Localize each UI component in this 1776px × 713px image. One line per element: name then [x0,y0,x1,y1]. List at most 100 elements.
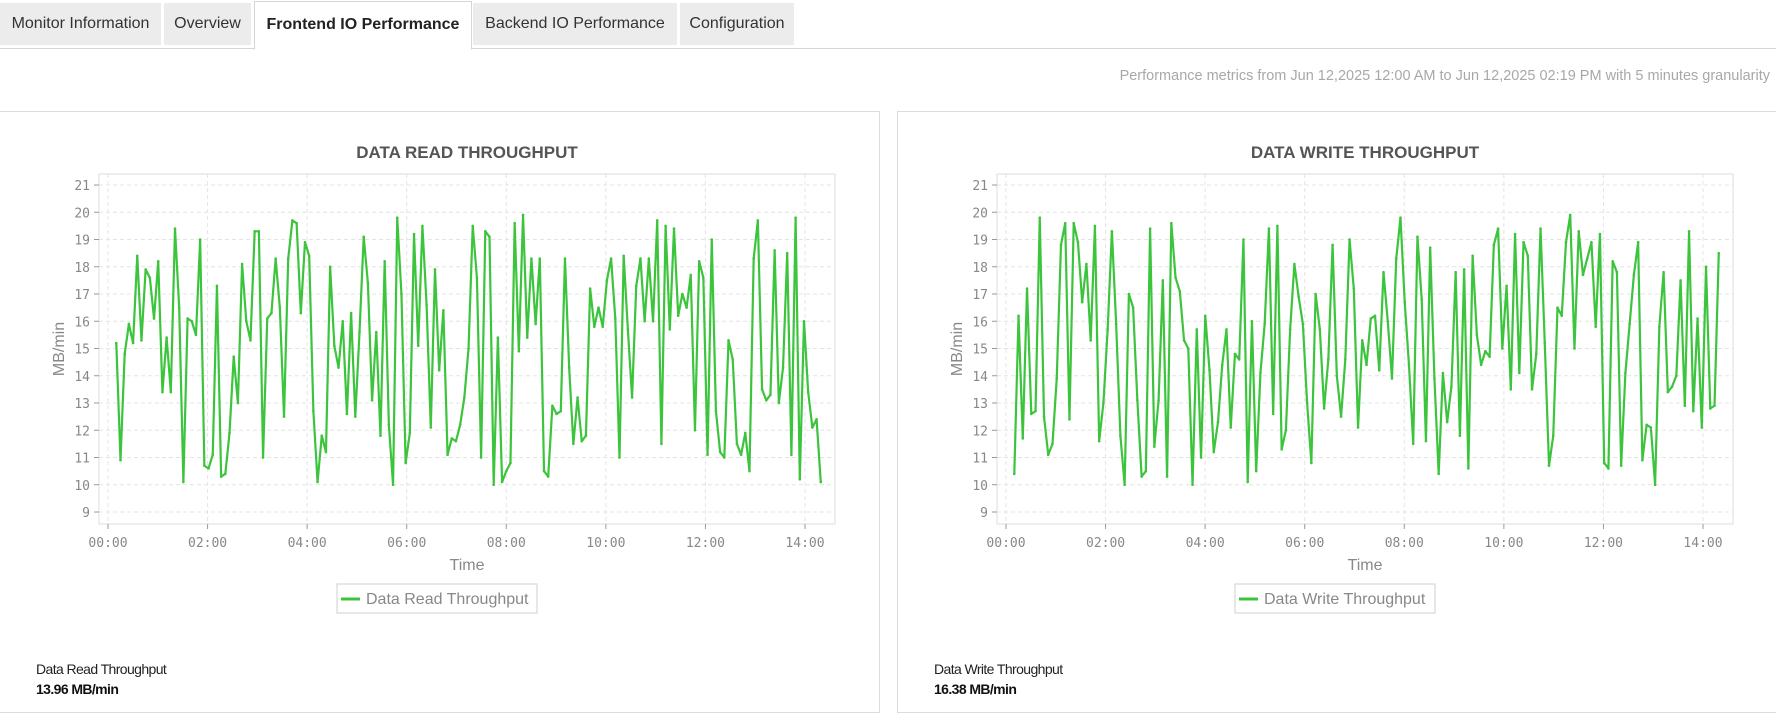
data-point [1318,328,1322,331]
data-point [1314,292,1317,296]
data-point [1539,227,1542,230]
data-point [1293,262,1296,266]
data-point [660,442,663,446]
data-point [1416,235,1419,239]
data-point [1484,349,1487,353]
tab-monitor-information[interactable]: Monitor Information [0,3,161,45]
x-tick-label: 00:00 [88,536,127,551]
x-tick-label: 04:00 [288,536,327,551]
data-point [114,341,118,345]
data-point [450,437,454,440]
data-point [1310,461,1313,465]
data-point [618,456,621,459]
data-point [697,260,701,263]
data-point [651,319,655,323]
data-point [1675,374,1678,378]
data-point [161,390,164,394]
data-point [1263,322,1266,326]
data-point [748,469,751,473]
data-point [1097,439,1101,443]
data-point [1068,418,1071,421]
data-point [1051,442,1054,446]
data-point [1454,270,1457,274]
data-point [1386,319,1390,323]
data-point [689,273,693,277]
data-point [593,325,596,328]
data-point [1501,347,1504,350]
data-point [626,328,630,331]
legend-label: Data Read Throughput [366,591,529,608]
data-point [383,260,386,263]
y-tick-label: 19 [74,234,90,249]
data-point [1038,216,1042,219]
data-point [1717,251,1721,255]
tab-frontend-io-performance[interactable]: Frontend IO Performance [254,1,472,50]
data-point [781,366,785,369]
data-point [1216,420,1220,424]
data-point [1505,284,1508,288]
write-throughput-chart: DATA WRITE THROUGHPUT 9 10 11 12 13 14 15 16 17 18… [949,143,1734,614]
data-point [1683,404,1687,408]
data-point [320,434,324,438]
data-point [1220,363,1224,367]
y-tick-label: 12 [972,424,988,439]
data-point [735,442,739,446]
data-point [1203,314,1207,318]
data-point [1331,243,1334,247]
data-point [144,268,147,271]
data-point [1280,448,1283,451]
data-point [1577,230,1581,233]
data-point [1148,227,1152,230]
data-point [1632,273,1636,277]
read-summary-value: 13.96 MB/min [36,681,119,697]
data-point [1649,426,1653,429]
data-point [429,426,433,429]
data-point [702,276,705,279]
x-tick-label: 14:00 [1683,536,1722,551]
chart-title: DATA WRITE THROUGHPUT [1251,143,1480,162]
data-point [244,319,248,323]
data-point [437,369,441,372]
data-point [307,254,311,258]
data-point [228,431,231,435]
data-point [1276,224,1279,228]
data-point [815,418,818,421]
data-point [676,314,680,318]
data-point [333,344,336,348]
data-point [488,235,491,239]
legend-box [1234,583,1436,614]
data-point [454,439,458,443]
x-axis-label: Time [1348,557,1383,574]
data-point [1360,339,1364,342]
data-point [207,467,210,470]
data-point [1012,472,1016,476]
data-point [1288,328,1292,331]
data-point [446,453,449,457]
data-point [743,431,747,435]
read-throughput-panel: DATA READ THROUGHPUT 9 10 11 12 13 14 15 16 17 18 1… [0,111,880,713]
data-point [177,306,181,309]
tab-backend-io-performance[interactable]: Backend IO Performance [473,3,677,45]
data-point [655,219,659,222]
data-point [1641,458,1644,462]
data-point [1322,407,1326,410]
data-point [123,352,126,356]
data-point [270,311,273,315]
data-point [1475,333,1479,337]
data-point [1437,472,1440,476]
data-point [186,317,189,320]
data-point [1611,260,1614,263]
data-point [681,292,684,296]
x-tick-label: 12:00 [1584,536,1623,551]
data-point [727,339,730,342]
data-point [1114,322,1118,326]
tab-configuration[interactable]: Configuration [680,3,794,45]
data-point [400,292,403,296]
x-tick-label: 06:00 [387,536,426,551]
data-point [479,456,483,459]
data-point [1225,328,1228,331]
data-point [1119,434,1122,438]
data-point [341,319,345,323]
data-point [1696,317,1699,320]
tab-overview[interactable]: Overview [164,3,251,45]
